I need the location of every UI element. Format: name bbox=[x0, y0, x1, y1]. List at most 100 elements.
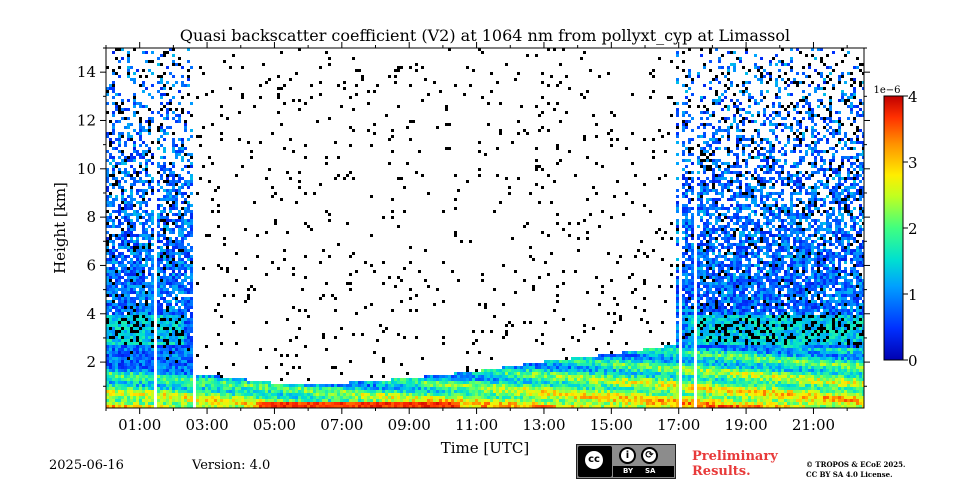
heatmap-cells bbox=[571, 390, 574, 393]
heatmap-cells bbox=[313, 402, 691, 408]
heatmap-cells bbox=[793, 360, 796, 363]
sa-share-alike-icon: ⟳ bbox=[641, 447, 658, 464]
heatmap-cells bbox=[124, 54, 864, 315]
heatmap-cells bbox=[700, 402, 703, 405]
heatmap-cells bbox=[502, 402, 505, 405]
heatmap-cells bbox=[112, 405, 115, 408]
heatmap-cells bbox=[523, 381, 760, 396]
copyright-line-1: © TROPOS & ECoE 2025. bbox=[806, 460, 906, 469]
heatmap-cells bbox=[127, 405, 130, 408]
x-axis: 01:00 03:00 05:00 07:00 09:00 11:00 13:00 15:00… bbox=[105, 42, 848, 434]
heatmap-cells bbox=[322, 402, 349, 408]
heatmap-cells bbox=[430, 384, 433, 387]
heatmap-cells bbox=[538, 402, 541, 405]
heatmap-cells bbox=[403, 393, 406, 396]
colorbar-tick-label: 1 bbox=[908, 286, 918, 304]
x-axis-label: Time [UTC] bbox=[441, 439, 530, 457]
heatmap-cells bbox=[415, 399, 418, 402]
heatmap-cells bbox=[115, 378, 805, 405]
heatmap-cells bbox=[649, 402, 652, 405]
heatmap-area bbox=[106, 48, 864, 408]
heatmap-cells bbox=[283, 384, 286, 387]
heatmap-cells bbox=[565, 372, 592, 393]
heatmap-cells bbox=[499, 396, 502, 399]
chart-title: Quasi backscatter coefficient (V2) at 10… bbox=[180, 26, 790, 45]
heatmap-cells bbox=[559, 360, 562, 363]
preliminary-notice: Preliminary Results. bbox=[692, 449, 778, 479]
colorbar-tick-label: 3 bbox=[908, 154, 918, 172]
heatmap-cells bbox=[508, 405, 511, 408]
heatmap-cells bbox=[493, 375, 496, 378]
heatmap-cells bbox=[487, 390, 490, 393]
heatmap-cells bbox=[847, 363, 850, 366]
heatmap-cells bbox=[709, 405, 712, 408]
heatmap-cells bbox=[394, 402, 397, 405]
heatmap-cells bbox=[112, 135, 754, 351]
y-tick-label: 14 bbox=[77, 63, 96, 81]
heatmap-cells bbox=[793, 399, 796, 402]
heatmap-cells bbox=[379, 390, 382, 393]
heatmap-cells bbox=[649, 381, 652, 384]
heatmap-cells bbox=[697, 402, 700, 405]
heatmap-cells bbox=[319, 402, 454, 408]
heatmap-cells bbox=[475, 399, 478, 402]
heatmap-cells bbox=[844, 390, 847, 393]
heatmap-cells bbox=[109, 390, 112, 393]
heatmap-cells bbox=[190, 399, 193, 402]
heatmap-cells bbox=[643, 393, 646, 396]
heatmap-cells bbox=[118, 396, 121, 399]
heatmap-cells bbox=[784, 402, 787, 405]
heatmap-cells bbox=[106, 405, 109, 408]
heatmap-cells bbox=[106, 363, 850, 396]
heatmap-cells bbox=[634, 393, 637, 396]
heatmap-cells bbox=[133, 402, 136, 405]
heatmap-cells bbox=[130, 315, 841, 399]
heatmap-cells bbox=[595, 405, 598, 408]
heatmap-cells bbox=[412, 396, 415, 399]
heatmap-cells bbox=[673, 369, 676, 372]
date-label: 2025-06-16 bbox=[49, 458, 124, 473]
heatmap-cells bbox=[457, 387, 460, 390]
heatmap-cells bbox=[409, 393, 412, 396]
y-tick-label: 10 bbox=[77, 160, 96, 178]
y-axis-label: Height [km] bbox=[51, 182, 69, 274]
heatmap-cells bbox=[106, 99, 864, 378]
heatmap-cells bbox=[520, 378, 793, 408]
heatmap-cells bbox=[667, 405, 670, 408]
heatmap-cells bbox=[169, 390, 172, 393]
heatmap-cells bbox=[739, 399, 742, 402]
heatmap-cells bbox=[115, 393, 118, 396]
heatmap-cells bbox=[805, 381, 808, 384]
cc-license-badge: cc i ⟳ BY SA bbox=[576, 444, 676, 479]
heatmap-cells bbox=[589, 396, 592, 399]
heatmap-cells bbox=[451, 399, 454, 402]
heatmap-cells bbox=[688, 327, 691, 330]
heatmap-cells bbox=[223, 381, 226, 384]
heatmap-cells bbox=[649, 393, 652, 396]
y-tick-label: 2 bbox=[86, 353, 96, 371]
heatmap-cells bbox=[430, 399, 433, 402]
x-tick-label: 19:00 bbox=[724, 416, 767, 434]
heatmap-cells bbox=[256, 399, 637, 408]
heatmap-cells bbox=[436, 405, 439, 408]
heatmap-cells bbox=[271, 402, 298, 405]
heatmap-cells bbox=[706, 402, 709, 405]
x-tick-label: 15:00 bbox=[590, 416, 633, 434]
heatmap-cells bbox=[160, 381, 163, 384]
heatmap-cells bbox=[295, 405, 298, 408]
heatmap-cells bbox=[439, 399, 442, 402]
heatmap-cells bbox=[424, 402, 427, 405]
heatmap-cells bbox=[160, 399, 163, 402]
heatmap-cells bbox=[283, 402, 292, 405]
heatmap-cells bbox=[415, 402, 418, 405]
heatmap-cells bbox=[538, 405, 541, 408]
heatmap-cells bbox=[631, 378, 634, 381]
colorbar-multiplier: 1e−6 bbox=[873, 85, 900, 96]
heatmap-cells bbox=[628, 378, 631, 381]
heatmap-cells bbox=[847, 399, 850, 402]
colorbar-tick-label: 4 bbox=[908, 88, 918, 106]
heatmap-cells bbox=[754, 354, 757, 357]
x-tick-label: 21:00 bbox=[792, 416, 835, 434]
heatmap-cells bbox=[781, 402, 784, 405]
